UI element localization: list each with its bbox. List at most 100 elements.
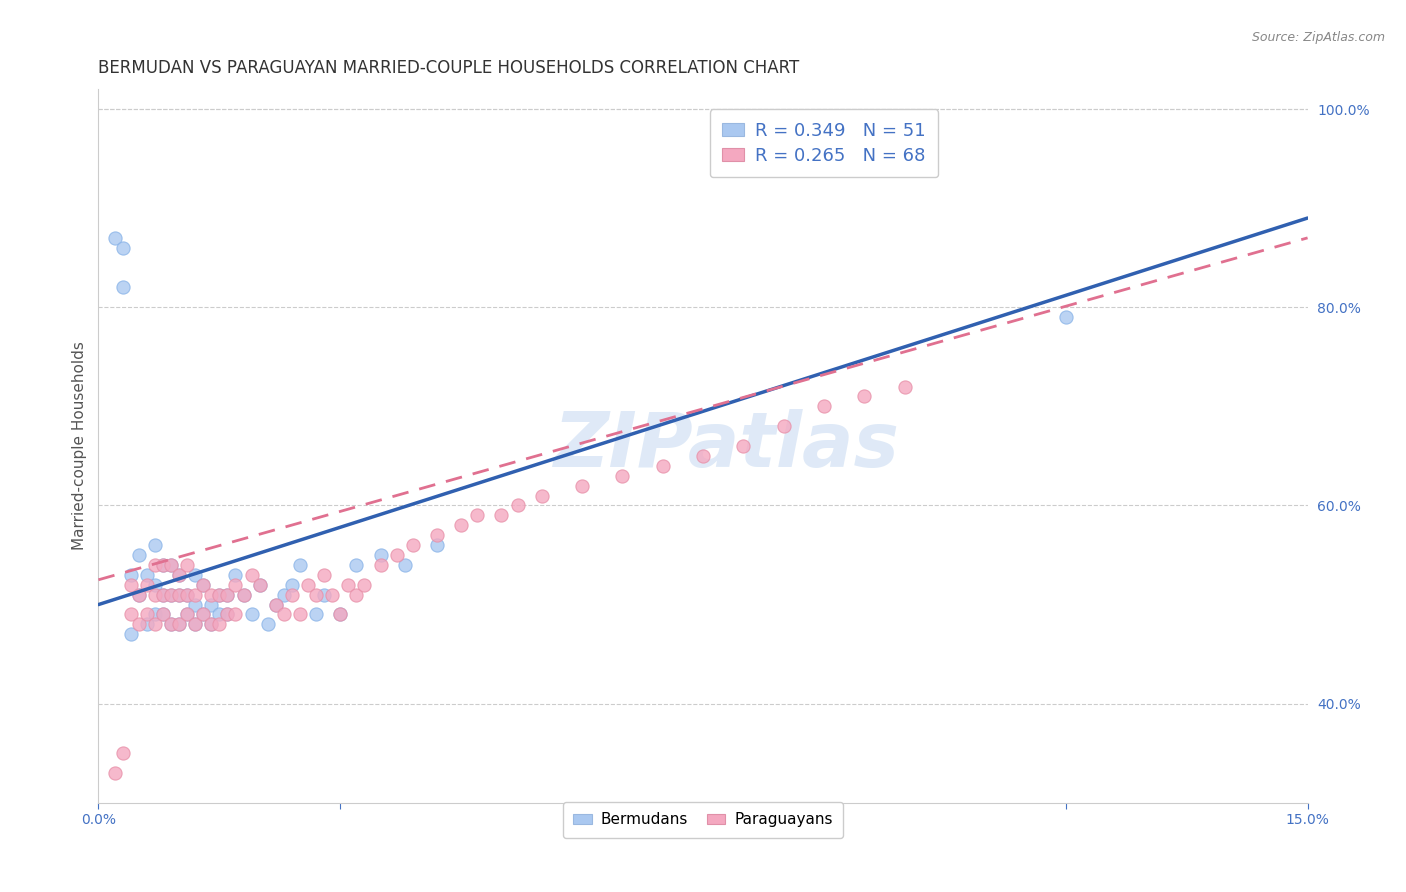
Point — [240, 567, 263, 582]
Point — [120, 578, 142, 592]
Point — [329, 607, 352, 622]
Point — [160, 617, 183, 632]
Point — [402, 538, 425, 552]
Point — [281, 578, 304, 592]
Point — [128, 548, 150, 562]
Point — [240, 607, 263, 622]
Point — [1054, 310, 1077, 325]
Point — [200, 598, 222, 612]
Point — [612, 468, 634, 483]
Point — [143, 607, 166, 622]
Point — [184, 588, 207, 602]
Point — [143, 588, 166, 602]
Point — [353, 578, 375, 592]
Point — [893, 379, 915, 393]
Point — [193, 578, 215, 592]
Point — [297, 578, 319, 592]
Point — [288, 607, 311, 622]
Point — [120, 567, 142, 582]
Point — [273, 607, 295, 622]
Point — [321, 588, 343, 602]
Point — [135, 578, 157, 592]
Point — [152, 588, 174, 602]
Legend: Bermudans, Paraguayans: Bermudans, Paraguayans — [562, 802, 844, 838]
Point — [167, 567, 190, 582]
Point — [152, 607, 174, 622]
Point — [176, 607, 198, 622]
Point — [426, 538, 449, 552]
Point — [176, 558, 198, 572]
Point — [200, 617, 222, 632]
Point — [143, 617, 166, 632]
Point — [128, 588, 150, 602]
Point — [264, 598, 287, 612]
Point — [184, 567, 207, 582]
Point — [160, 558, 183, 572]
Point — [772, 419, 794, 434]
Point — [111, 241, 134, 255]
Point — [853, 389, 876, 403]
Point — [128, 588, 150, 602]
Point — [167, 567, 190, 582]
Point — [217, 588, 239, 602]
Y-axis label: Married-couple Households: Married-couple Households — [72, 342, 87, 550]
Point — [120, 607, 142, 622]
Point — [224, 567, 246, 582]
Point — [111, 746, 134, 760]
Point — [217, 607, 239, 622]
Point — [288, 558, 311, 572]
Point — [135, 607, 157, 622]
Point — [337, 578, 360, 592]
Point — [143, 558, 166, 572]
Point — [506, 499, 529, 513]
Point — [167, 588, 190, 602]
Point — [176, 588, 198, 602]
Point — [167, 617, 190, 632]
Point — [305, 588, 328, 602]
Point — [329, 607, 352, 622]
Point — [200, 588, 222, 602]
Point — [160, 588, 183, 602]
Point — [193, 578, 215, 592]
Point — [813, 400, 835, 414]
Point — [314, 588, 336, 602]
Point — [208, 588, 231, 602]
Point — [692, 449, 714, 463]
Point — [249, 578, 271, 592]
Point — [111, 280, 134, 294]
Point — [103, 766, 125, 780]
Text: Source: ZipAtlas.com: Source: ZipAtlas.com — [1251, 31, 1385, 45]
Point — [224, 578, 246, 592]
Point — [733, 439, 755, 453]
Point — [184, 617, 207, 632]
Point — [264, 598, 287, 612]
Text: ZIPatlas: ZIPatlas — [554, 409, 900, 483]
Point — [184, 598, 207, 612]
Point — [208, 617, 231, 632]
Point — [193, 607, 215, 622]
Point — [200, 617, 222, 632]
Point — [232, 588, 254, 602]
Point — [385, 548, 408, 562]
Point — [465, 508, 488, 523]
Point — [160, 558, 183, 572]
Point — [152, 558, 174, 572]
Point — [217, 588, 239, 602]
Point — [143, 578, 166, 592]
Point — [176, 607, 198, 622]
Point — [450, 518, 472, 533]
Point — [152, 558, 174, 572]
Point — [103, 231, 125, 245]
Point — [135, 567, 157, 582]
Point — [273, 588, 295, 602]
Point — [224, 607, 246, 622]
Text: BERMUDAN VS PARAGUAYAN MARRIED-COUPLE HOUSEHOLDS CORRELATION CHART: BERMUDAN VS PARAGUAYAN MARRIED-COUPLE HO… — [98, 59, 800, 77]
Point — [167, 588, 190, 602]
Point — [651, 458, 673, 473]
Point — [281, 588, 304, 602]
Point — [426, 528, 449, 542]
Point — [208, 588, 231, 602]
Point — [128, 617, 150, 632]
Point — [394, 558, 416, 572]
Point — [370, 548, 392, 562]
